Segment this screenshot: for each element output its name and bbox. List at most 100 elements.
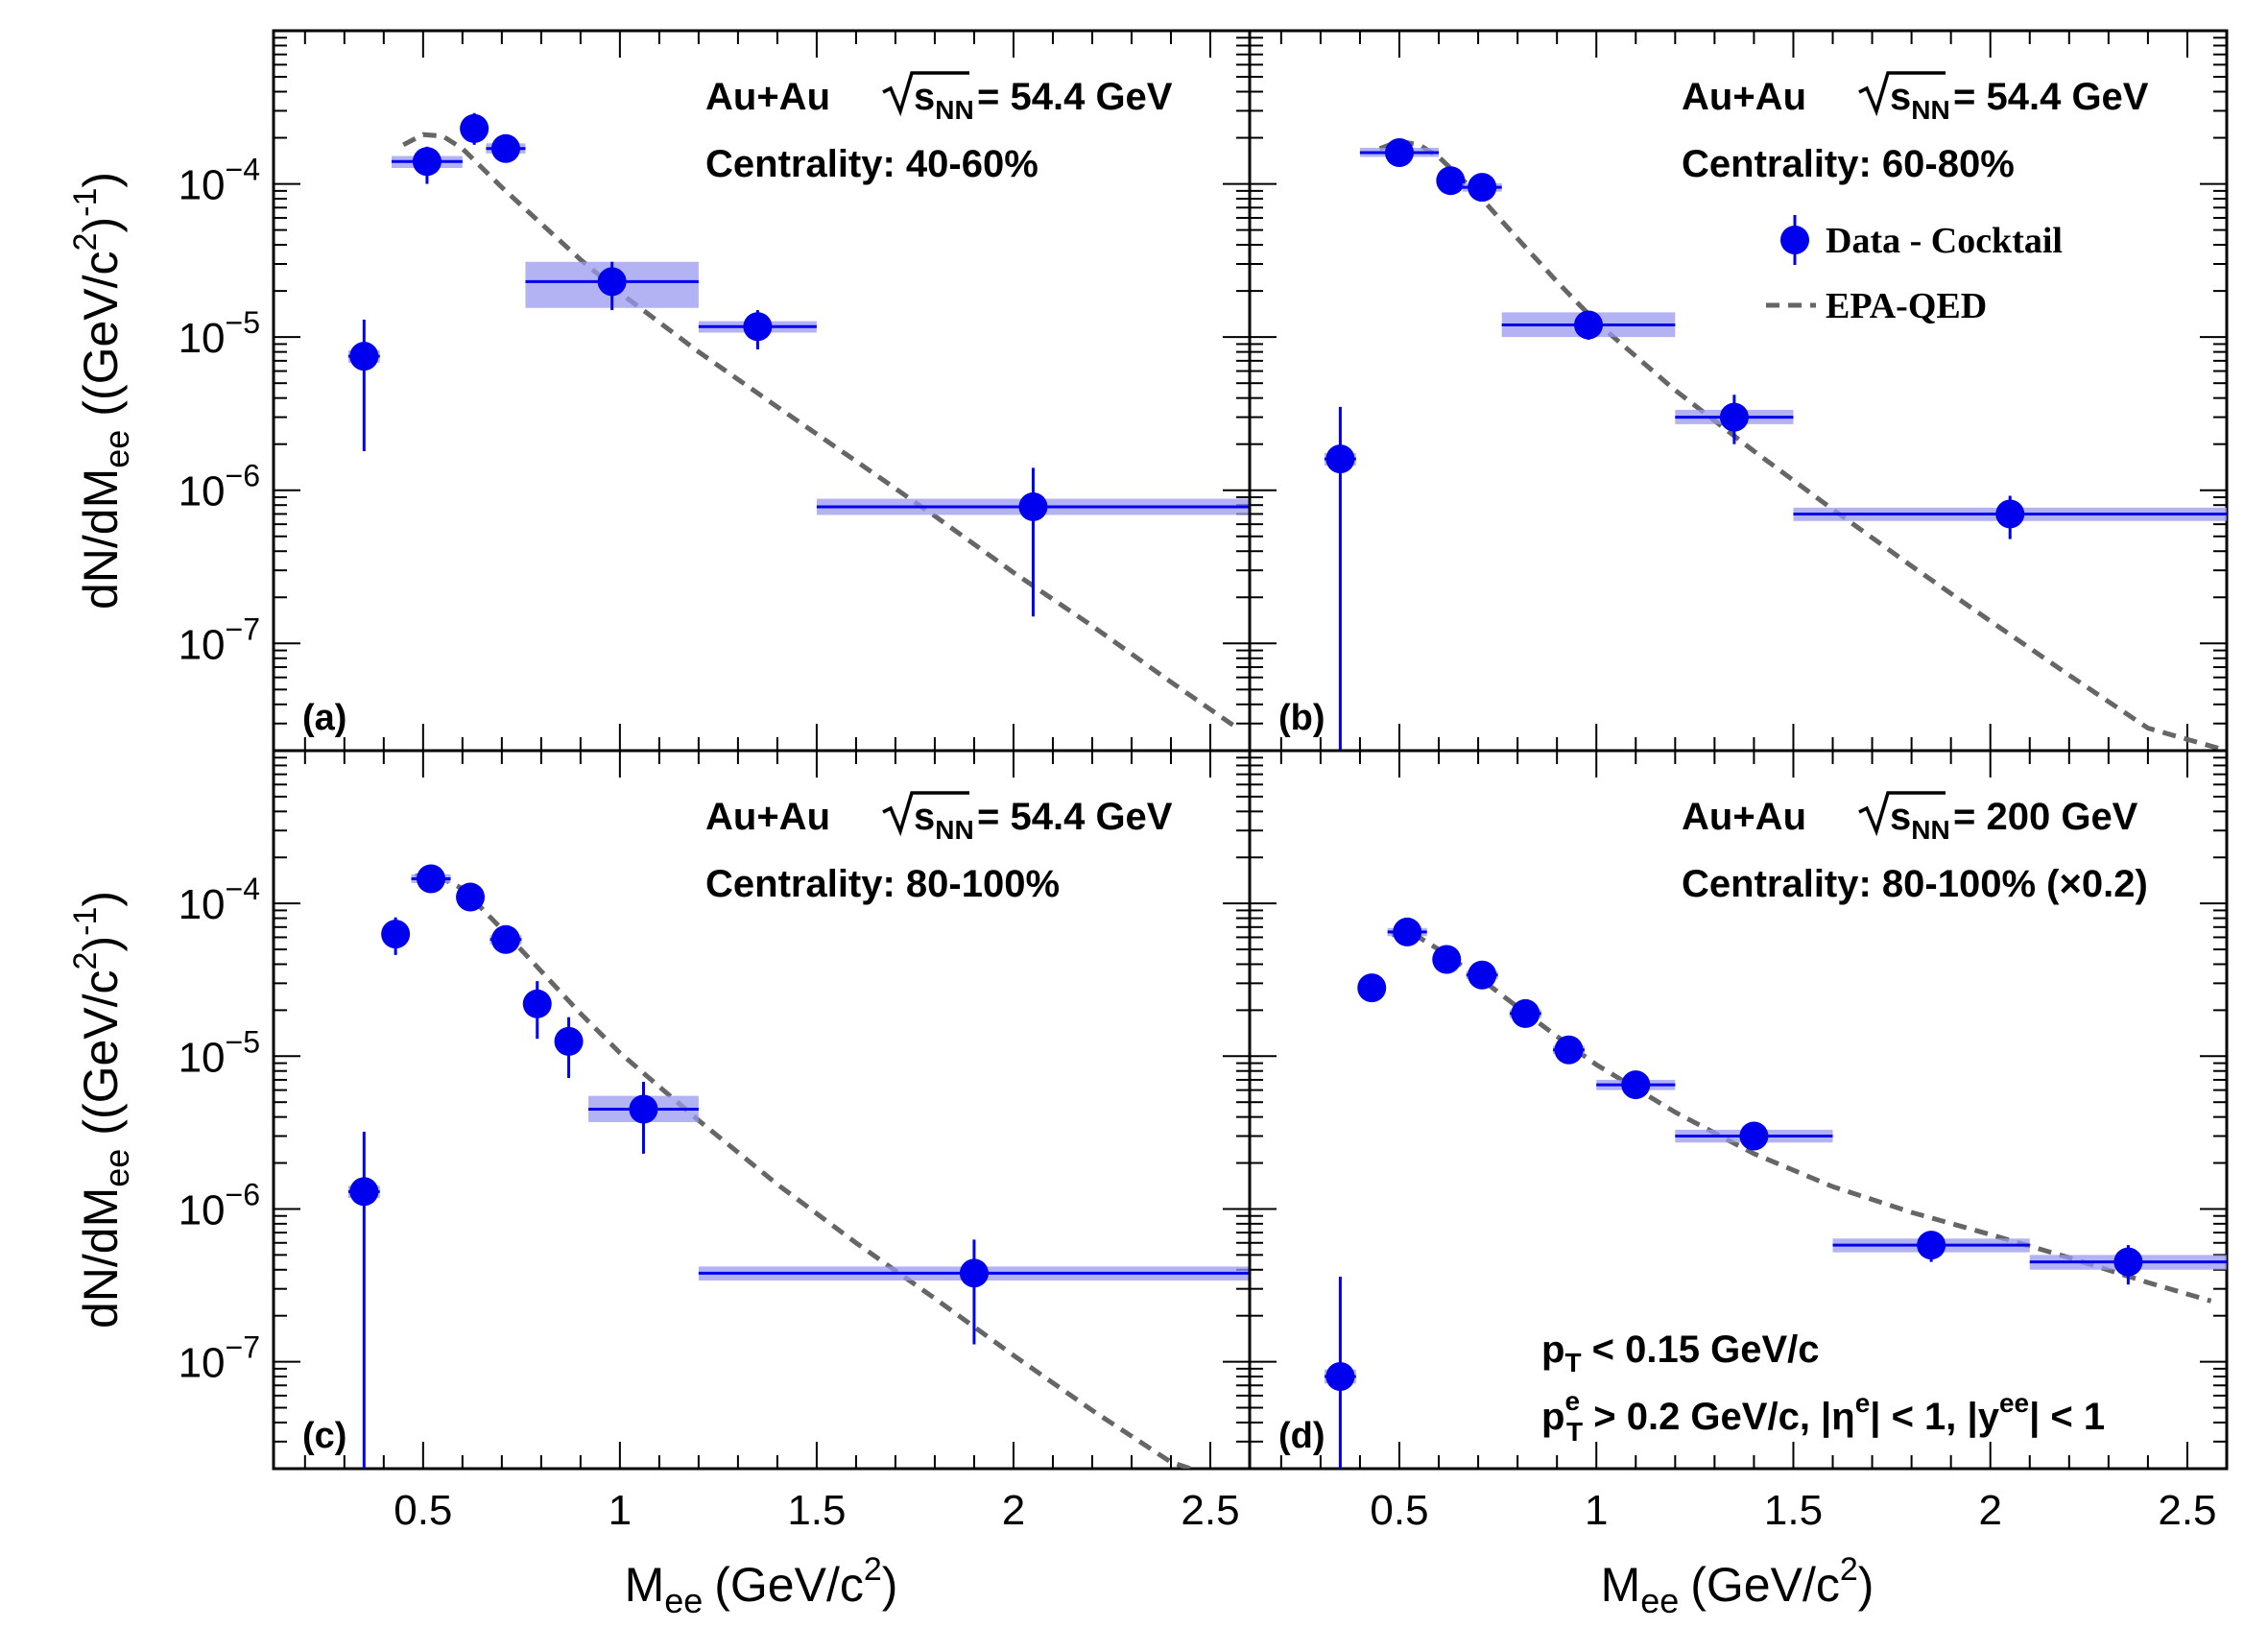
centrality-label: Centrality: 60-80% <box>1682 143 2015 185</box>
data-point <box>2029 1245 2227 1285</box>
marker <box>1393 917 1422 946</box>
x-title-sup: 2 <box>864 1551 882 1588</box>
panel-d: 0.5 1 1.5 2 2.5 (d) Au+Au sNN = 200 GeV Centralit… <box>1248 749 2229 1534</box>
panel-label: (b) <box>1278 698 1325 738</box>
data-point <box>392 146 463 184</box>
marker <box>1995 499 2025 529</box>
energy-label: = 54.4 GeV <box>977 796 1173 838</box>
x-title-sup: 2 <box>1840 1551 1858 1588</box>
marker <box>1384 138 1414 168</box>
marker <box>597 267 627 297</box>
sqrt-s-label: sNN <box>1890 796 1950 845</box>
data-point <box>698 310 817 350</box>
sqrt-sub: NN <box>935 95 973 125</box>
marker <box>959 1258 989 1288</box>
data-point <box>1324 1277 1356 1469</box>
system-text: Au+Au <box>1682 76 1806 118</box>
y-tick-exponent: −7 <box>226 1330 260 1365</box>
epa-qed-curve <box>414 872 1192 1469</box>
energy-label: = 200 GeV <box>1953 796 2138 838</box>
data-point <box>1832 1231 2030 1262</box>
y-sup: ee <box>1999 1388 2029 1418</box>
marker <box>1917 1231 1946 1260</box>
x-axis-title: Mee (GeV/c2) <box>625 1551 898 1620</box>
y-tick-exponent: −6 <box>226 1177 260 1211</box>
collision-system-label: Au+Au <box>705 76 830 118</box>
marker <box>1432 945 1462 974</box>
pe-rest3: | < 1 <box>2029 1396 2105 1438</box>
marker <box>456 882 486 912</box>
legend-data-label: Data - Cocktail <box>1826 221 2063 261</box>
sqrt-sub: NN <box>935 815 973 845</box>
x-tick-label: 2.5 <box>1181 1487 1239 1534</box>
data-point <box>1432 945 1462 974</box>
x-tick-label: 1.5 <box>787 1487 846 1534</box>
sqrt-s: s <box>914 796 935 838</box>
y-tick-base: 10 <box>179 621 226 668</box>
data-point <box>522 981 552 1040</box>
marker <box>629 1094 658 1124</box>
x-title-close: ) <box>882 1558 898 1612</box>
collision-system-label: Au+Au <box>1682 76 1806 118</box>
panel-a: 10−710−610−510−4(a)Au+Au sNN = 54.4 GeVCen… <box>179 29 1252 753</box>
y-tick-exponent: −5 <box>226 305 260 340</box>
x-title-sub: ee <box>1640 1581 1679 1620</box>
y-tick-exponent: −5 <box>226 1024 260 1059</box>
y-axis-title: dN/dMee ((GeV/c2)-1) <box>67 891 136 1329</box>
marker <box>1554 1035 1584 1065</box>
system-text: Au+Au <box>705 76 830 118</box>
data-point <box>489 924 522 954</box>
x-title-unit: (GeV/c <box>714 1558 864 1612</box>
data-point <box>1596 1070 1676 1100</box>
y-title-main: dN/dM <box>74 1187 128 1329</box>
collision-system-label: Au+Au <box>1682 796 1806 838</box>
y-tick-label: 10−6 <box>179 1177 260 1233</box>
panel-b: (b) Au+Au sNN = 54.4 GeV Centrality: 60-80% D… <box>1248 29 2229 753</box>
marker <box>1357 973 1387 1003</box>
panel-label: (c) <box>302 1416 346 1456</box>
marker <box>349 342 379 371</box>
x-title-sub: ee <box>664 1581 703 1620</box>
plot-area <box>347 864 1250 1469</box>
y-tick-base: 10 <box>179 1034 226 1081</box>
pe-rest2: | < 1, |y <box>1870 1396 1999 1438</box>
y-tick-label: 10−7 <box>179 611 260 668</box>
axis-titles: Mee (GeV/c2) Mee (GeV/c2)dN/dMee((GeV/c2)-1… <box>67 172 1874 1620</box>
marker <box>1325 444 1355 474</box>
single-electron-cut-label: pe T > 0.2 GeV/c, |ηe| < 1, |yee| < 1 <box>1541 1386 2105 1447</box>
marker <box>1574 310 1604 340</box>
sqrt-sub: NN <box>1911 815 1949 845</box>
data-point <box>381 917 411 955</box>
collision-system-label: Au+Au <box>705 796 830 838</box>
marker <box>1436 166 1466 196</box>
data-point <box>347 319 380 451</box>
data-point <box>1675 395 1794 444</box>
y-title-sup1: 2 <box>67 952 104 970</box>
data-point <box>486 133 526 163</box>
x-title-main: M <box>1601 1558 1641 1612</box>
y-tick-exponent: −4 <box>226 872 260 906</box>
x-tick-label: 2.5 <box>2158 1487 2216 1534</box>
pt-cut-label: pT < 0.15 GeV/c <box>1541 1329 1820 1377</box>
pt-main: p <box>1541 1329 1564 1371</box>
marker <box>490 133 520 163</box>
plot-area <box>1324 917 2227 1469</box>
y-tick-label: 10−6 <box>179 459 260 515</box>
plot-area <box>347 112 1250 729</box>
y-tick-base: 10 <box>179 1340 226 1387</box>
marker <box>2113 1247 2143 1277</box>
y-tick-label: 10−4 <box>179 872 260 928</box>
centrality-label: Centrality: 40-60% <box>705 143 1039 185</box>
epa-qed-curve <box>402 132 1236 729</box>
data-point <box>460 112 489 145</box>
marker <box>417 864 446 894</box>
y-tick-label: 10−7 <box>179 1330 260 1387</box>
sqrt-sub: NN <box>1911 95 1949 125</box>
y-title-sup2: -1 <box>67 188 104 217</box>
x-title-main: M <box>625 1558 665 1612</box>
y-axis-title: dN/dMee ((GeV/c2)-1) <box>67 172 136 610</box>
data-point <box>554 1017 584 1079</box>
plot-frame <box>272 29 1252 753</box>
y-title-unit: ((GeV/c <box>74 970 128 1135</box>
y-title-close: ) <box>74 172 128 188</box>
